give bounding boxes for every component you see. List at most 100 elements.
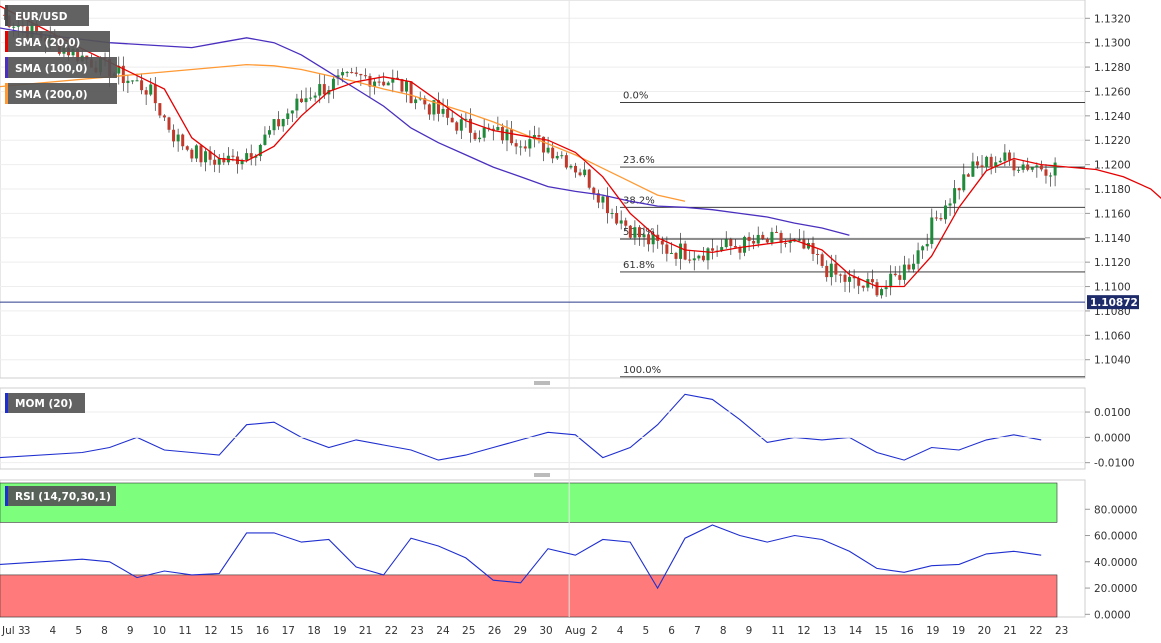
candle-body — [272, 119, 276, 131]
candle-body — [354, 72, 358, 74]
candle-body — [345, 72, 349, 74]
candle-body — [934, 217, 938, 219]
legend-label: SMA (20,0) — [15, 37, 80, 49]
candle-body — [473, 132, 477, 140]
candle-body — [875, 282, 879, 296]
price-tick-label: 1.1180 — [1094, 184, 1131, 196]
candle-body — [592, 187, 596, 194]
candle-body — [784, 242, 788, 244]
candle-body — [880, 289, 884, 296]
candle-body — [468, 118, 472, 133]
candle-body — [665, 244, 669, 254]
candle-body — [12, 26, 16, 28]
candle-body — [624, 220, 628, 226]
candle-body — [816, 253, 820, 255]
candle-body — [368, 76, 372, 87]
legend-item[interactable]: EUR/USD — [5, 5, 89, 26]
legend-item[interactable]: SMA (20,0) — [5, 31, 110, 52]
candle-body — [788, 240, 792, 243]
candle-body — [596, 193, 600, 203]
candle-body — [277, 119, 281, 127]
candle-body — [743, 236, 747, 253]
candle-body — [583, 169, 587, 176]
candle-body — [267, 130, 271, 135]
candle-body — [71, 49, 75, 56]
candle-body — [217, 157, 221, 165]
time-tick-label: 30 — [539, 625, 552, 637]
candle-body — [642, 234, 646, 238]
legend-swatch — [5, 83, 8, 104]
price-tick-label: 1.1300 — [1094, 38, 1131, 50]
candle-body — [884, 287, 888, 290]
mom-legend[interactable]: MOM (20) — [5, 393, 85, 413]
candle-body — [838, 274, 842, 276]
current-price-badge: 1.10872 — [1087, 295, 1139, 310]
candle-body — [386, 82, 390, 86]
candle-body — [1053, 162, 1057, 176]
price-tick-label: 1.1040 — [1094, 355, 1131, 367]
time-tick-label: 19 — [926, 625, 939, 637]
time-axis: Jul 3 3 4 5 8 9 10 11 12 15 16 17 18 19 21 22 23 24 25 26 29… — [1, 625, 1068, 637]
candle-body — [331, 78, 335, 91]
time-tick-label: Aug — [565, 625, 586, 637]
time-tick-label: 19 — [333, 625, 346, 637]
candle-body — [1017, 169, 1021, 171]
time-tick-label: 7 — [694, 625, 701, 637]
price-tick-label: 1.1220 — [1094, 135, 1131, 147]
candle-body — [121, 65, 125, 84]
candle-body — [231, 155, 235, 157]
candle-body — [834, 263, 838, 275]
candle-body — [341, 72, 345, 76]
time-tick-label: 14 — [849, 625, 863, 637]
candle-body — [615, 212, 619, 224]
candle-body — [610, 212, 614, 214]
candle-body — [496, 127, 500, 131]
candle-body — [405, 81, 409, 92]
candle-body — [761, 234, 765, 239]
candle-body — [313, 95, 317, 98]
candle-body — [669, 252, 673, 254]
time-tick-label: 18 — [307, 625, 320, 637]
candle-body — [290, 110, 294, 114]
candle-body — [925, 243, 929, 247]
candle-body — [765, 238, 769, 243]
rsi-line — [0, 524, 1042, 590]
time-tick-label: 16 — [256, 625, 270, 637]
time-tick-label: 5 — [643, 625, 650, 637]
time-tick-label: 25 — [462, 625, 475, 637]
time-tick-label: 10 — [153, 625, 166, 637]
mom-tick-label: 0.0100 — [1094, 407, 1131, 419]
candle-body — [455, 122, 459, 131]
rsi-oversold-zone — [0, 574, 1058, 618]
candle-body — [281, 119, 285, 127]
candle-body — [848, 276, 852, 282]
time-tick-label: 13 — [823, 625, 836, 637]
candle-body — [528, 139, 532, 149]
candle-body — [373, 81, 377, 87]
candle-body — [185, 146, 189, 150]
candle-body — [962, 174, 966, 191]
candle-body — [1007, 152, 1011, 160]
candle-body — [811, 242, 815, 254]
legend-swatch — [5, 31, 8, 52]
candle-body — [724, 239, 728, 248]
candle-body — [866, 279, 870, 288]
candle-body — [194, 145, 198, 159]
candle-body — [149, 84, 153, 95]
time-tick-label: 4 — [617, 625, 624, 637]
price-tick-label: 1.1100 — [1094, 282, 1131, 294]
rsi-legend[interactable]: RSI (14,70,30,1) — [5, 486, 116, 506]
sma-200-line — [0, 63, 686, 202]
candle-body — [1012, 159, 1016, 171]
rsi-tick-label: 40.0000 — [1094, 557, 1137, 569]
legend-item[interactable]: SMA (100,0) — [5, 57, 117, 78]
time-tick-label: 21 — [1003, 625, 1016, 637]
time-tick-label: 23 — [410, 625, 423, 637]
pane-splitter-2[interactable] — [533, 473, 551, 478]
pane-splitter-1[interactable] — [533, 381, 551, 386]
candle-body — [130, 80, 134, 82]
price-legend[interactable]: EUR/USD SMA (20,0) SMA (100,0) SMA (200,0) — [5, 5, 117, 104]
legend-item[interactable]: SMA (200,0) — [5, 83, 117, 104]
time-tick-label: 17 — [282, 625, 295, 637]
candle-body — [587, 169, 591, 188]
